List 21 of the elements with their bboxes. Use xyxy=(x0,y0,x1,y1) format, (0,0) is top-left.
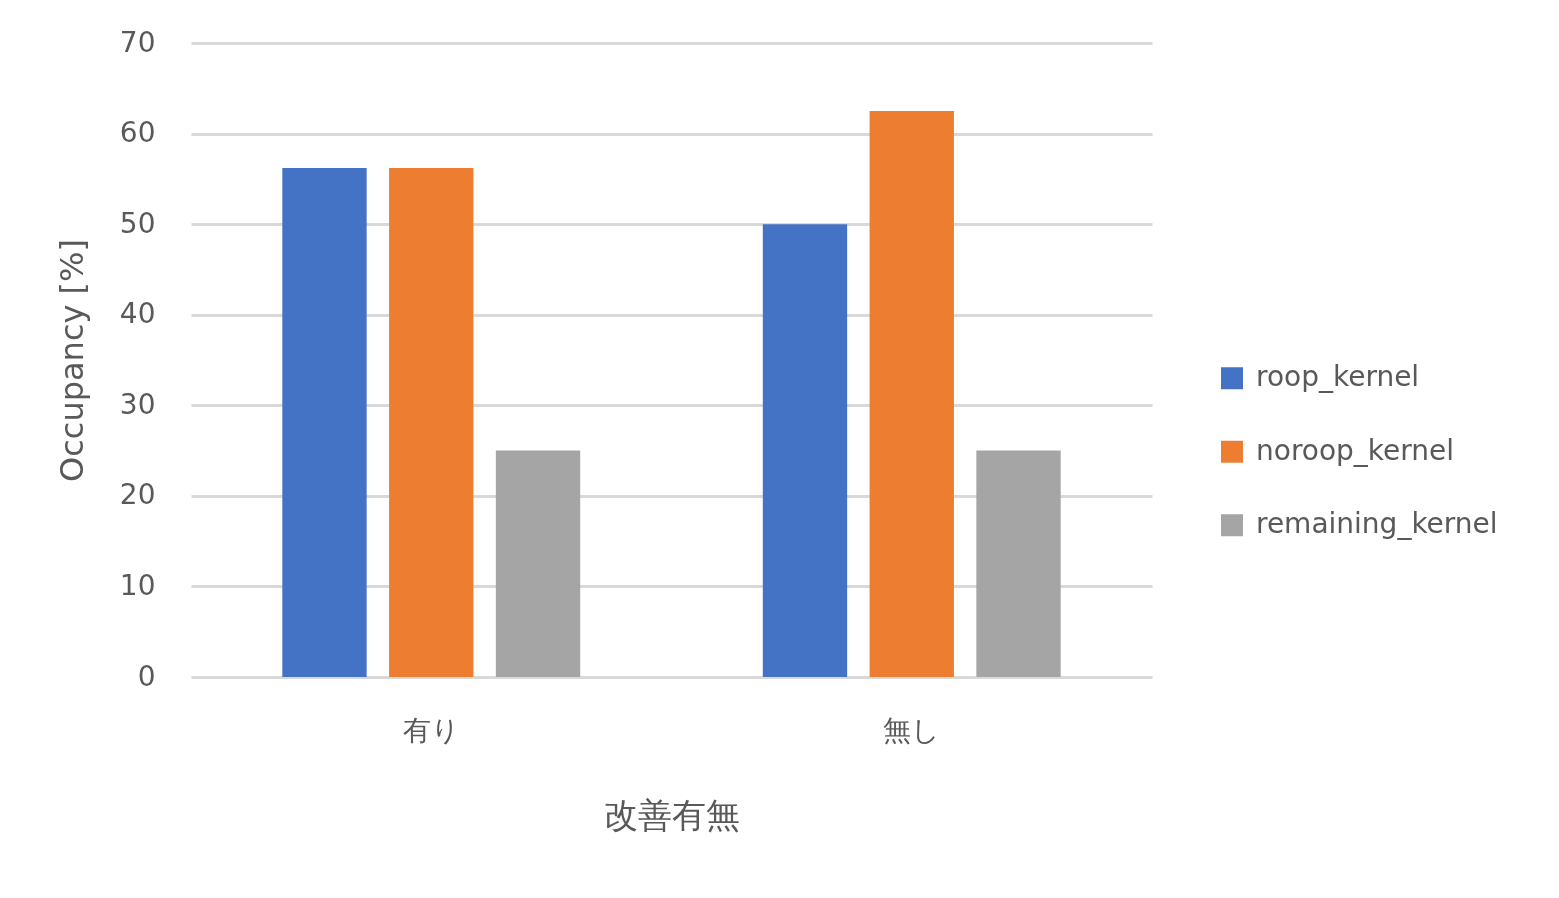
bar xyxy=(762,224,848,677)
bar xyxy=(282,167,367,677)
bar xyxy=(976,450,1061,677)
bar xyxy=(869,110,954,677)
x-tick-label: 無し xyxy=(883,713,941,747)
y-tick-label: 70 xyxy=(119,25,156,59)
y-tick-label: 40 xyxy=(119,297,156,331)
y-tick-label: 20 xyxy=(119,478,156,512)
x-axis-title: 改善有無 xyxy=(604,794,740,835)
y-tick-label: 0 xyxy=(137,659,156,693)
y-tick-label: 60 xyxy=(119,116,156,150)
bar xyxy=(389,167,474,677)
legend-label: roop_kernel xyxy=(1256,360,1420,394)
legend-label: remaining_kernel xyxy=(1256,507,1498,541)
y-tick-label: 10 xyxy=(119,568,156,602)
x-tick-label: 有り xyxy=(402,713,460,747)
y-axis-title: Occupancy [%] xyxy=(52,239,91,482)
y-tick-label: 50 xyxy=(119,206,156,240)
bar xyxy=(495,450,581,677)
legend-label: noroop_kernel xyxy=(1256,433,1455,467)
y-tick-label: 30 xyxy=(119,387,156,421)
